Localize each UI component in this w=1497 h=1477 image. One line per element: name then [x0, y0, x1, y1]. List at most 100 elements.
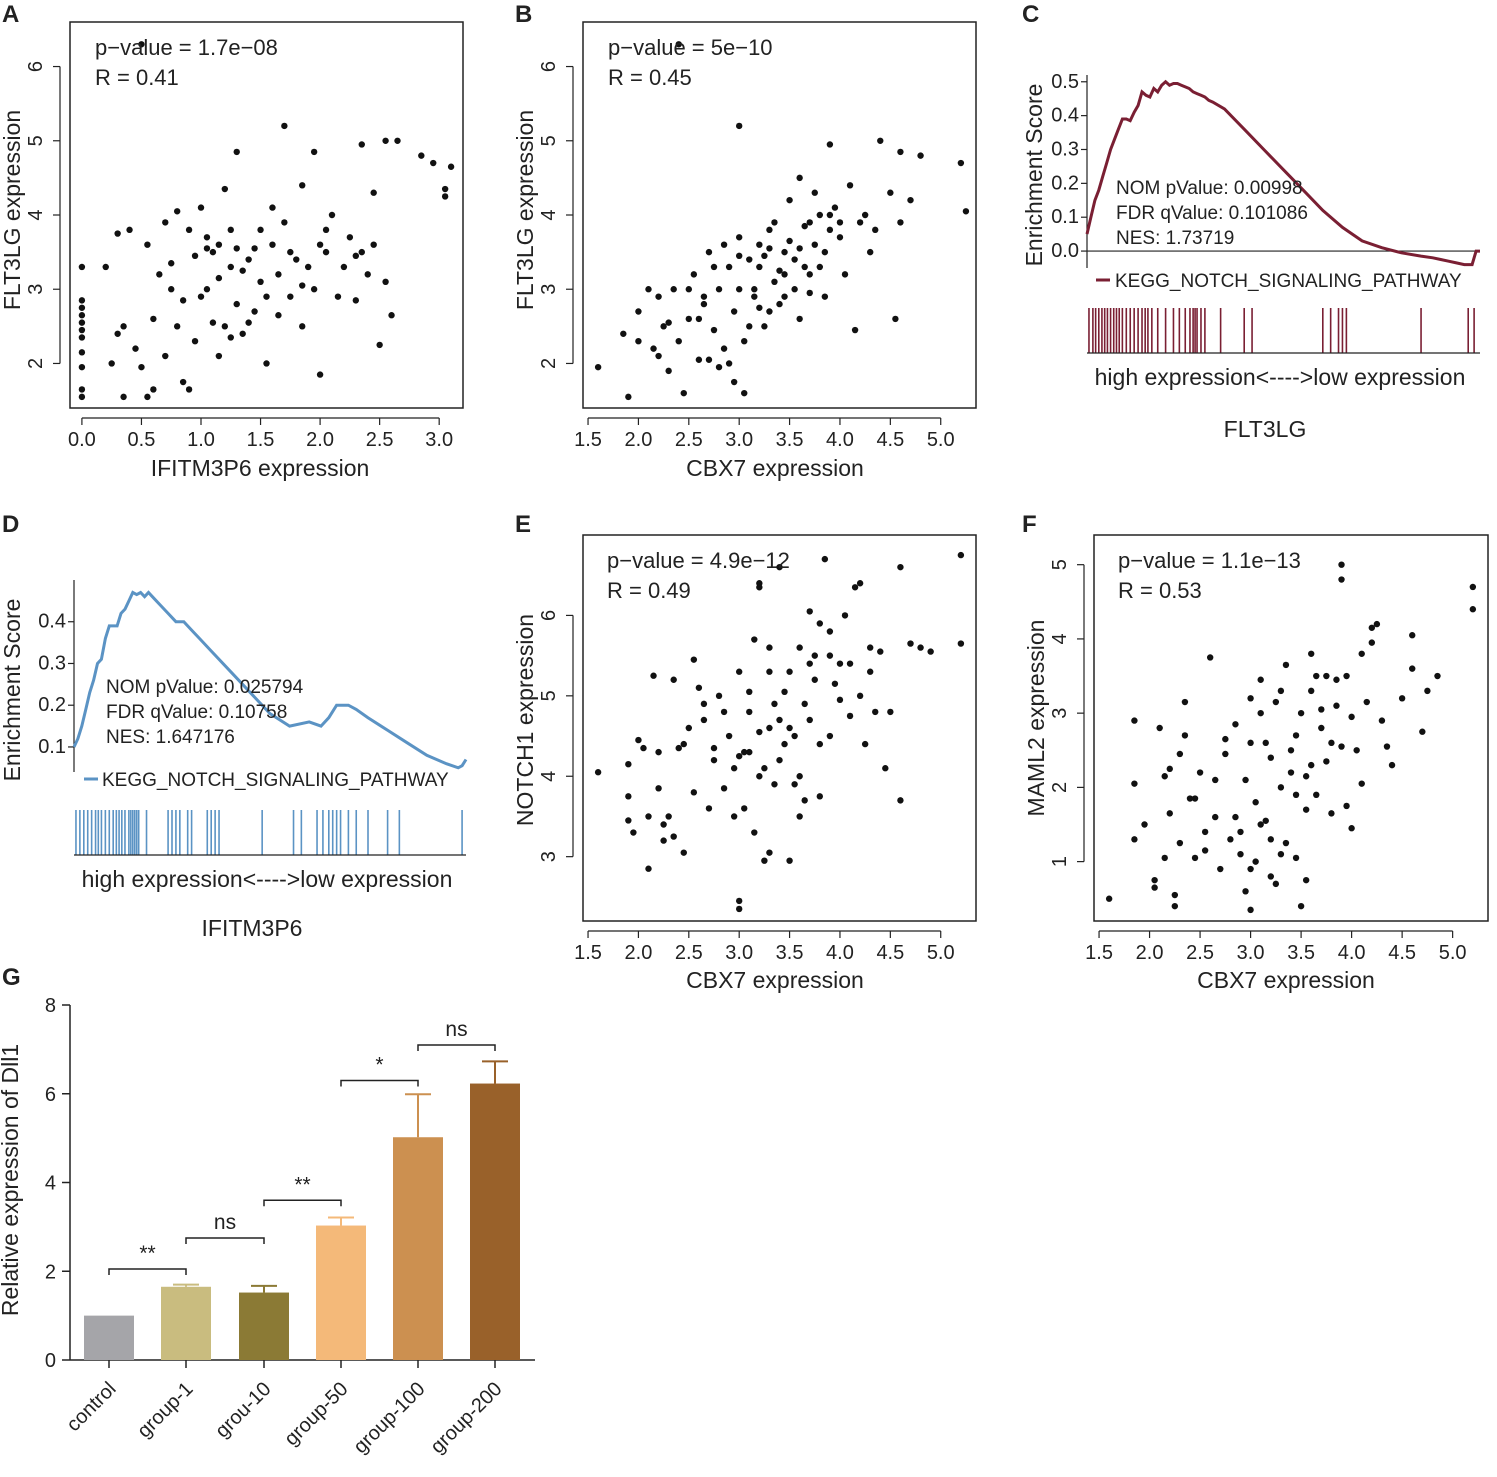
data-point: [897, 797, 904, 804]
data-point: [786, 237, 793, 245]
enrichment-curve: [72, 590, 468, 770]
data-point: [1151, 876, 1158, 884]
data-point: [816, 620, 824, 627]
data-point: [927, 648, 934, 655]
gene-label: FLT3LG: [1224, 416, 1307, 442]
data-point: [625, 393, 632, 401]
data-point: [1262, 739, 1269, 747]
data-point: [872, 708, 879, 716]
data-point: [1181, 732, 1189, 739]
data-point: [821, 248, 829, 256]
data-point: [1272, 880, 1280, 888]
y-tick-label: 4: [538, 771, 560, 782]
data-point: [1297, 902, 1305, 910]
data-point: [680, 389, 687, 397]
data-point: [776, 300, 783, 308]
data-point: [766, 724, 773, 732]
data-point: [1323, 758, 1330, 765]
data-point: [866, 644, 874, 651]
data-point: [1252, 799, 1259, 806]
data-point: [1338, 561, 1345, 568]
axis-ticks-a: 0.0 0.5 1.0 1.5 2.0 2.5 3.0 2 3 4 5 6: [25, 61, 453, 451]
panel-label-g: G: [2, 964, 21, 991]
data-point: [700, 700, 708, 708]
bars-g: **ns***ns: [84, 1018, 520, 1360]
data-point: [816, 211, 824, 219]
data-point: [756, 773, 763, 780]
data-point: [1343, 802, 1350, 810]
data-point: [316, 241, 324, 248]
y-tick-label: 5: [538, 135, 560, 146]
data-point: [826, 141, 834, 148]
data-point: [126, 226, 133, 234]
data-point: [645, 865, 652, 872]
y-axis-label: MAML2 expression: [1023, 620, 1049, 817]
data-point: [735, 122, 743, 130]
data-point: [791, 256, 798, 263]
data-point: [771, 781, 778, 788]
data-point: [730, 378, 738, 386]
data-point: [352, 297, 360, 304]
data-point: [1373, 620, 1381, 628]
data-point: [269, 241, 276, 248]
data-point: [917, 644, 924, 651]
data-point: [826, 652, 834, 659]
data-point: [1353, 747, 1360, 754]
data-point: [851, 326, 859, 334]
data-point: [675, 337, 682, 345]
data-point: [680, 849, 687, 856]
data-point: [655, 785, 662, 792]
y-tick-label: 0.0: [1051, 240, 1079, 262]
scatter-panel-f: 1.5 2.0 2.5 3.0 3.5 4.0 4.5 5.0 1 2 3 4 5 p−value = …: [1023, 534, 1489, 993]
data-point: [1242, 888, 1249, 895]
data-point: [781, 688, 788, 696]
data-point: [1292, 854, 1300, 862]
data-point: [1368, 624, 1376, 631]
data-point: [1308, 650, 1315, 657]
data-point: [665, 813, 672, 820]
data-point: [1267, 873, 1274, 880]
data-point: [227, 263, 234, 271]
x-tick-label: 1.5: [1085, 942, 1113, 964]
x-tick-label: group-100: [349, 1378, 429, 1458]
panel-label-d: D: [2, 511, 19, 538]
y-axis-label: Enrichment Score: [0, 599, 25, 782]
p-value-annotation: p−value = 1.7e−08: [95, 35, 278, 60]
data-point: [1328, 739, 1335, 747]
bar-group-100: [393, 1137, 443, 1360]
data-point: [680, 740, 687, 748]
x-tick-label: 2.0: [1136, 942, 1164, 964]
data-point: [1257, 676, 1264, 683]
data-point: [655, 293, 662, 300]
data-point: [826, 628, 834, 635]
data-point: [660, 323, 667, 330]
y-tick-label: 4: [538, 209, 560, 220]
x-tick-label: 5.0: [1439, 942, 1467, 964]
data-point: [710, 744, 718, 752]
data-point: [1201, 847, 1209, 854]
r-value-annotation: R = 0.53: [1118, 578, 1202, 603]
data-point: [846, 660, 854, 667]
data-point: [766, 245, 773, 252]
data-point: [156, 271, 163, 278]
data-point: [328, 211, 336, 219]
data-point: [168, 286, 175, 293]
data-point: [1212, 813, 1219, 821]
data-point: [209, 248, 217, 256]
data-point: [856, 580, 864, 587]
data-point: [1247, 906, 1254, 914]
data-point: [786, 724, 793, 732]
data-point: [892, 315, 899, 323]
y-tick-label: 0.1: [38, 736, 66, 758]
data-point: [751, 293, 758, 300]
y-tick-label: 6: [538, 610, 560, 621]
data-point: [735, 234, 743, 241]
data-point: [811, 241, 818, 248]
data-point: [1186, 795, 1194, 802]
data-point: [756, 580, 763, 587]
data-point: [856, 219, 864, 226]
y-tick-label: 6: [538, 61, 560, 72]
data-point: [690, 789, 698, 796]
data-point: [1247, 865, 1254, 873]
data-point: [299, 182, 306, 189]
